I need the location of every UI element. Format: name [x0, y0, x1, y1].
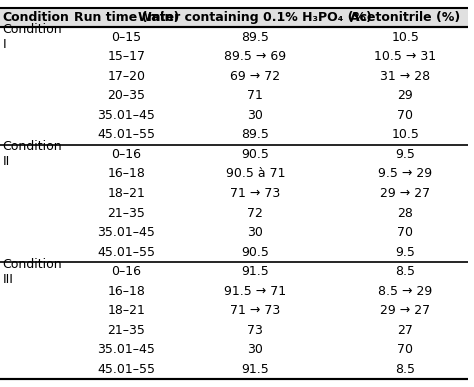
Text: 71 → 73: 71 → 73 [230, 187, 281, 200]
Text: 90.5 à 71: 90.5 à 71 [226, 168, 285, 180]
Text: 17–20: 17–20 [108, 70, 146, 83]
Text: 29 → 27: 29 → 27 [380, 304, 430, 317]
Text: 15–17: 15–17 [108, 50, 146, 63]
Text: 89.5 → 69: 89.5 → 69 [224, 50, 286, 63]
Text: 30: 30 [247, 109, 263, 122]
Text: 73: 73 [247, 324, 263, 337]
Text: 8.5: 8.5 [395, 265, 415, 278]
Text: 70: 70 [397, 109, 413, 122]
Text: 9.5: 9.5 [395, 148, 415, 161]
Text: 71 → 73: 71 → 73 [230, 304, 281, 317]
Text: 0–16: 0–16 [111, 265, 141, 278]
Text: 91.5: 91.5 [241, 265, 269, 278]
Text: 18–21: 18–21 [108, 187, 146, 200]
Text: Water containing 0.1% H₃PO₄ (%): Water containing 0.1% H₃PO₄ (%) [138, 11, 372, 24]
Text: 9.5: 9.5 [395, 246, 415, 259]
Text: 89.5: 89.5 [241, 31, 269, 44]
Text: 70: 70 [397, 343, 413, 356]
Text: 35.01–45: 35.01–45 [98, 343, 155, 356]
Text: 21–35: 21–35 [108, 324, 146, 337]
Text: 90.5: 90.5 [241, 148, 269, 161]
Text: 91.5: 91.5 [241, 363, 269, 376]
Text: Run time (min): Run time (min) [74, 11, 179, 24]
Text: 21–35: 21–35 [108, 207, 146, 219]
Text: 70: 70 [397, 226, 413, 239]
Text: 35.01–45: 35.01–45 [98, 109, 155, 122]
Text: 16–18: 16–18 [108, 285, 146, 298]
Text: 30: 30 [247, 226, 263, 239]
Text: 45.01–55: 45.01–55 [98, 128, 155, 141]
Text: 71: 71 [247, 89, 263, 102]
Text: 91.5 → 71: 91.5 → 71 [224, 285, 286, 298]
Text: 28: 28 [397, 207, 413, 219]
Text: Condition
III: Condition III [2, 258, 62, 286]
Text: Condition: Condition [2, 11, 69, 24]
Text: Acetonitrile (%): Acetonitrile (%) [350, 11, 460, 24]
Text: 72: 72 [247, 207, 263, 219]
Text: 30: 30 [247, 343, 263, 356]
Text: 9.5 → 29: 9.5 → 29 [378, 168, 432, 180]
Text: 10.5: 10.5 [391, 31, 419, 44]
Text: 10.5: 10.5 [391, 128, 419, 141]
Text: 29: 29 [397, 89, 413, 102]
Text: 35.01–45: 35.01–45 [98, 226, 155, 239]
Text: Condition
II: Condition II [2, 140, 62, 168]
Text: 0–15: 0–15 [111, 31, 142, 44]
Text: 69 → 72: 69 → 72 [230, 70, 281, 83]
Bar [0, 8, 468, 27]
Text: 29 → 27: 29 → 27 [380, 187, 430, 200]
Text: 90.5: 90.5 [241, 246, 269, 259]
Text: 0–16: 0–16 [111, 148, 141, 161]
Text: 20–35: 20–35 [108, 89, 146, 102]
Text: 45.01–55: 45.01–55 [98, 246, 155, 259]
Text: 10.5 → 31: 10.5 → 31 [374, 50, 436, 63]
Text: Condition
I: Condition I [2, 23, 62, 51]
Text: 16–18: 16–18 [108, 168, 146, 180]
Text: 8.5: 8.5 [395, 363, 415, 376]
Text: 89.5: 89.5 [241, 128, 269, 141]
Text: 18–21: 18–21 [108, 304, 146, 317]
Text: 27: 27 [397, 324, 413, 337]
Text: 45.01–55: 45.01–55 [98, 363, 155, 376]
Text: 31 → 28: 31 → 28 [380, 70, 430, 83]
Text: 8.5 → 29: 8.5 → 29 [378, 285, 432, 298]
